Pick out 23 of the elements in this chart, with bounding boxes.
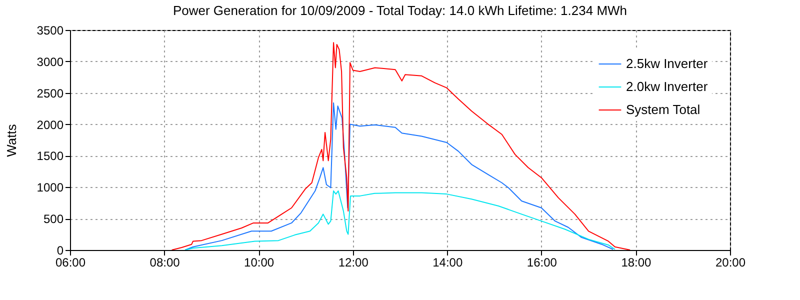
y-tick-label: 0	[56, 244, 64, 258]
y-tick-label: 500	[43, 212, 64, 226]
x-tick-label: 14:00	[432, 256, 463, 270]
x-tick-label: 10:00	[244, 256, 274, 270]
legend-label: System Total	[626, 102, 700, 117]
y-tick-label: 3500	[36, 24, 64, 38]
x-tick-label: 12:00	[338, 256, 369, 270]
y-tick-label: 1000	[36, 180, 64, 195]
y-tick-label: 3000	[36, 54, 64, 69]
y-tick-label: 2000	[36, 118, 64, 132]
y-axis-title: Watts	[4, 124, 19, 157]
x-tick-label: 16:00	[526, 256, 558, 270]
chart-title: Power Generation for 10/09/2009 - Total Today: 14.0 kWh Lifetime: 1.234 MWh	[172, 3, 628, 18]
x-tick-label: 08:00	[150, 256, 180, 270]
legend-label: 2.5kw Inverter	[626, 56, 708, 71]
x-tick-label: 20:00	[715, 256, 746, 270]
line-series	[184, 190, 616, 250]
y-tick-label: 1500	[36, 149, 64, 164]
line-series	[184, 102, 614, 250]
x-tick-label: 06:00	[55, 256, 86, 270]
legend-label: 2.0kw Inverter	[626, 79, 708, 94]
x-tick-label: 18:00	[621, 256, 652, 270]
y-tick-label: 2500	[36, 86, 64, 100]
